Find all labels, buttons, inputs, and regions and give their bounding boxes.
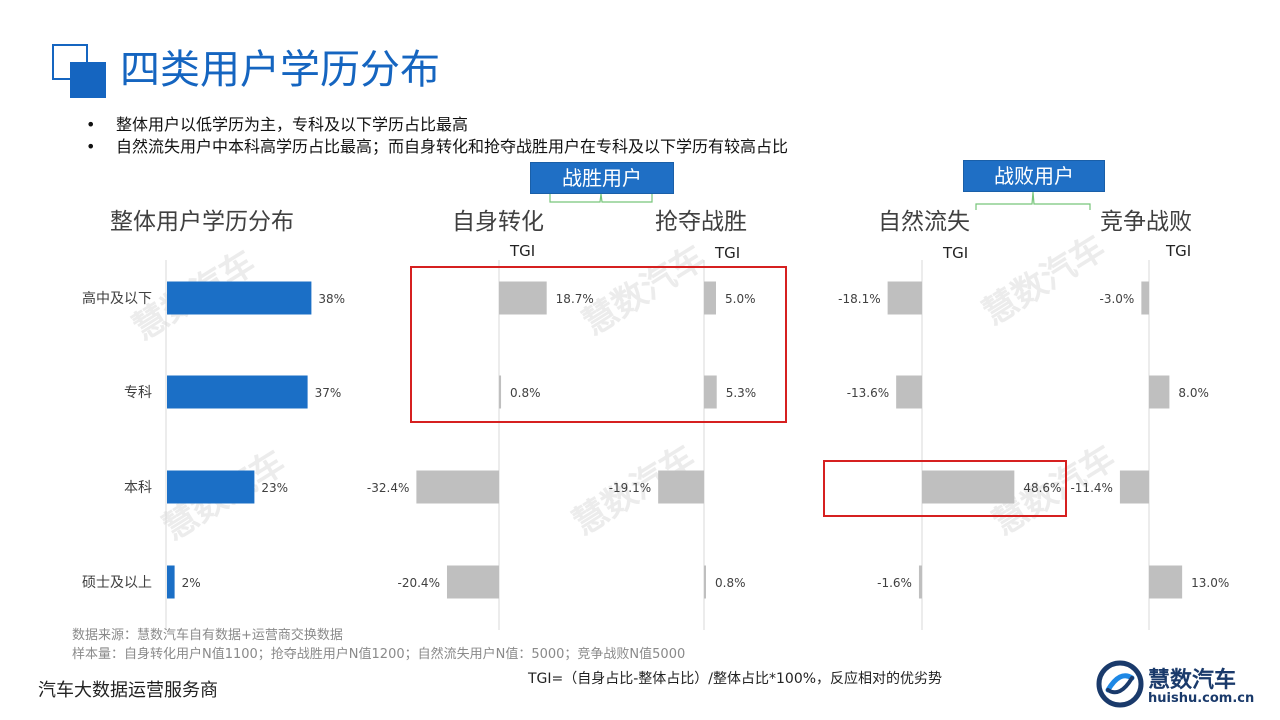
group-label-lose: 战败用户 bbox=[963, 160, 1105, 192]
bar-value-label: -19.1% bbox=[609, 481, 651, 495]
category-label: 高中及以下 bbox=[82, 290, 152, 307]
bullet-text: 自然流失用户中本科高学历占比最高；而自身转化和抢夺战胜用户在专科及以下学历有较高… bbox=[116, 137, 789, 156]
bar-value-label: 8.0% bbox=[1178, 386, 1209, 400]
bar-tgi bbox=[1119, 470, 1149, 504]
panel-title-grab: 抢夺战胜 bbox=[655, 209, 747, 235]
bar-tgi bbox=[499, 281, 547, 315]
watermark-text: 慧数汽车 bbox=[576, 238, 713, 344]
panel-title-churn: 自然流失 bbox=[878, 209, 970, 235]
bar-value-label: 5.3% bbox=[726, 386, 757, 400]
bar-tgi bbox=[446, 565, 499, 599]
bar-tgi bbox=[922, 470, 1015, 504]
logo-name: 慧数汽车 bbox=[1148, 668, 1237, 693]
tgi-label-grab: TGI bbox=[715, 244, 741, 262]
data-source: 数据来源：慧数汽车自有数据+运营商交换数据 样本量：自身转化用户N值1100；抢… bbox=[72, 626, 685, 664]
bar-value-label: 23% bbox=[261, 481, 288, 495]
bar-tgi bbox=[896, 375, 922, 409]
bar-tgi bbox=[658, 470, 704, 504]
highlight-box-churn bbox=[823, 460, 1067, 517]
logo-url: huishu.com.cn bbox=[1148, 691, 1255, 706]
bar-value-label: 0.8% bbox=[715, 576, 746, 590]
bar-value-label: -1.6% bbox=[877, 576, 912, 590]
bar-value-label: 0.8% bbox=[510, 386, 541, 400]
bar-tgi bbox=[1141, 281, 1149, 315]
page-title: 四类用户学历分布 bbox=[120, 47, 440, 93]
tgi-formula: TGI=（自身占比-整体占比）/整体占比*100%，反应相对的优劣势 bbox=[528, 671, 943, 687]
bar-value-label: 37% bbox=[315, 386, 342, 400]
tgi-label-self: TGI bbox=[510, 242, 536, 260]
bar-tgi bbox=[416, 470, 499, 504]
bullet-list: • 整体用户以低学历为主，专科及以下学历占比最高 • 自然流失用户中本科高学历占比最… bbox=[86, 114, 788, 158]
bar-tgi bbox=[704, 281, 716, 315]
bullet-item: • 整体用户以低学历为主，专科及以下学历占比最高 bbox=[86, 115, 469, 134]
bullet-item: • 自然流失用户中本科高学历占比最高；而自身转化和抢夺战胜用户在专科及以下学历有较… bbox=[86, 137, 789, 156]
huishu-logo-icon bbox=[1096, 660, 1144, 708]
bar-tgi bbox=[887, 281, 922, 315]
bar-value-label: 38% bbox=[318, 292, 345, 306]
category-label: 专科 bbox=[124, 385, 152, 401]
bar-value-label: -13.6% bbox=[847, 386, 889, 400]
panel-title-self: 自身转化 bbox=[452, 209, 544, 235]
bar-value-label: 18.7% bbox=[556, 292, 594, 306]
panel-title-defeat: 竞争战败 bbox=[1100, 209, 1192, 235]
bar-tgi bbox=[704, 565, 706, 599]
tgi-label-defeat: TGI bbox=[1166, 242, 1192, 260]
highlight-box-win bbox=[410, 266, 787, 423]
bar-overall bbox=[167, 470, 255, 504]
bar-value-label: -11.4% bbox=[1070, 481, 1112, 495]
bar-tgi bbox=[1149, 375, 1170, 409]
title-decoration-square bbox=[70, 62, 106, 98]
panel-title-overall: 整体用户学历分布 bbox=[110, 209, 294, 235]
watermark-text: 慧数汽车 bbox=[976, 228, 1113, 334]
bar-tgi bbox=[918, 565, 922, 599]
bullet-text: 整体用户以低学历为主，专科及以下学历占比最高 bbox=[116, 115, 469, 134]
source-line: 数据来源：慧数汽车自有数据+运营商交换数据 bbox=[72, 628, 343, 643]
tgi-label-churn: TGI bbox=[943, 244, 969, 262]
category-label: 本科 bbox=[124, 480, 152, 496]
company-tagline: 汽车大数据运营服务商 bbox=[38, 680, 218, 701]
bar-overall bbox=[167, 281, 312, 315]
bar-overall bbox=[167, 565, 175, 599]
bar-value-label: -18.1% bbox=[838, 292, 880, 306]
bar-tgi bbox=[704, 375, 717, 409]
bracket-win bbox=[549, 193, 653, 203]
bar-tgi bbox=[499, 375, 502, 409]
bar-overall bbox=[167, 375, 308, 409]
category-label: 硕士及以上 bbox=[82, 575, 152, 591]
group-label-win: 战胜用户 bbox=[530, 162, 674, 194]
bar-value-label: -32.4% bbox=[367, 481, 409, 495]
bar-value-label: -3.0% bbox=[1100, 292, 1135, 306]
bar-tgi bbox=[1149, 565, 1183, 599]
bar-value-label: 5.0% bbox=[725, 292, 756, 306]
bar-value-label: 48.6% bbox=[1023, 481, 1061, 495]
sample-size-line: 样本量：自身转化用户N值1100；抢夺战胜用户N值1200；自然流失用户N值：5… bbox=[72, 647, 686, 662]
bracket-lose bbox=[975, 191, 1091, 210]
bar-value-label: 2% bbox=[182, 576, 201, 590]
bar-value-label: -20.4% bbox=[398, 576, 440, 590]
bar-value-label: 13.0% bbox=[1191, 576, 1229, 590]
